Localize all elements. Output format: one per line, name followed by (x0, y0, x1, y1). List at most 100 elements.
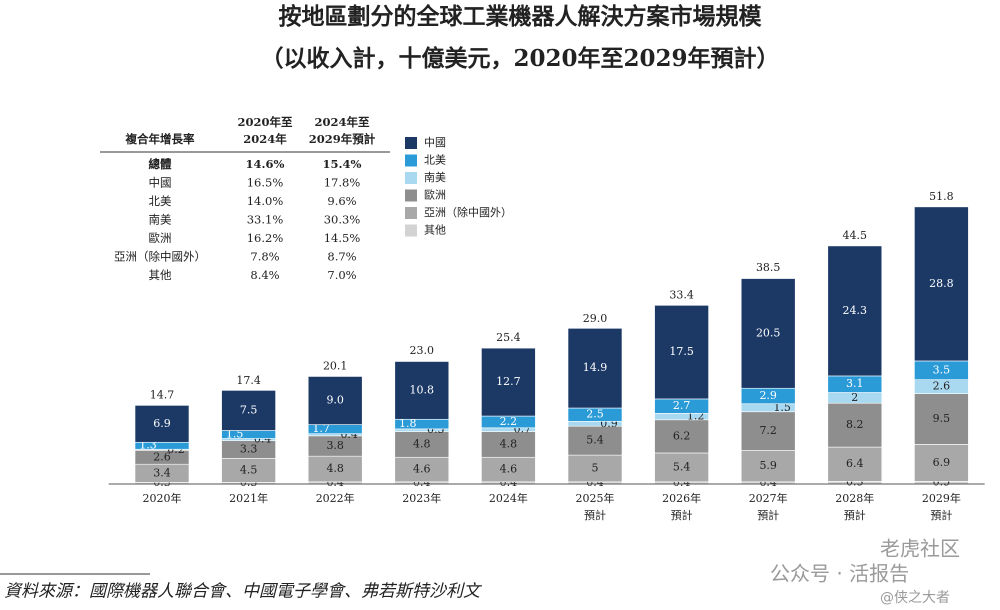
x-tick-note: 預計 (844, 508, 866, 522)
total-label: 23.0 (410, 344, 435, 357)
x-tick-label: 2020年 (143, 491, 182, 505)
legend-label: 北美 (424, 154, 446, 167)
data-label: 28.8 (929, 277, 954, 290)
table-cell: 14.5% (324, 231, 361, 245)
data-label: 17.5 (669, 345, 694, 358)
legend-swatch (405, 172, 417, 184)
bar-segment (221, 390, 276, 431)
data-label: 2.7 (673, 399, 691, 412)
data-label: 5.4 (586, 434, 604, 447)
table-cell: 30.3% (324, 213, 361, 227)
legend-label: 其他 (424, 224, 446, 237)
table-cell: 16.5% (247, 176, 284, 190)
legend-swatch (405, 189, 417, 202)
total-label: 25.4 (496, 331, 521, 344)
data-label: 6.9 (153, 417, 171, 430)
x-tick-label: 2024年 (489, 491, 528, 505)
data-label: 6.2 (673, 429, 691, 442)
data-label: 9.5 (933, 412, 951, 425)
table-header: 複合年增長率 (125, 132, 195, 146)
x-tick-label: 2028年 (835, 491, 874, 505)
data-label: 2 (851, 391, 858, 404)
table-cell: 南美 (149, 213, 172, 227)
total-label: 38.5 (756, 261, 781, 274)
bar-segment (827, 402, 883, 448)
x-tick-label: 2021年 (229, 491, 268, 505)
source: 資料來源：國際機器人聯合會、中國電子學會、弗若斯特沙利文 (4, 582, 483, 602)
table-cell: 7.8% (250, 250, 279, 264)
bar-segment (654, 419, 709, 454)
table-cell: 其他 (149, 268, 172, 282)
watermark: 公众号 · 活报告 (770, 562, 909, 586)
data-label: 14.9 (583, 361, 608, 374)
total-label: 33.4 (669, 288, 694, 301)
x-tick-label: 2023年 (402, 491, 441, 505)
table-cell: 14.0% (247, 194, 284, 208)
x-tick-label: 2027年 (749, 491, 788, 505)
data-label: 5.9 (759, 459, 777, 472)
x-tick-label: 2022年 (316, 491, 355, 505)
data-label: 4.8 (500, 437, 518, 450)
table-header: 2024年 (243, 132, 287, 146)
data-label: 4.8 (326, 462, 344, 475)
bar-segment (134, 405, 190, 443)
x-tick-label: 2029年 (922, 491, 961, 505)
bar-segment (307, 376, 363, 425)
data-label: 6.9 (933, 456, 951, 469)
data-label: 24.3 (843, 304, 868, 317)
table-cell: 16.2% (247, 231, 284, 245)
bar-segment (307, 455, 363, 483)
total-label: 20.1 (323, 359, 348, 372)
x-tick-note: 預計 (671, 508, 693, 522)
chart-title: 按地區劃分的全球工業機器人解決方案市場規模 (279, 3, 763, 30)
data-label: 4.8 (413, 437, 431, 450)
data-label: 3.1 (846, 377, 864, 390)
legend-label: 中國 (424, 136, 446, 149)
bar-segment (567, 328, 623, 409)
bar-segment (394, 361, 450, 420)
legend-swatch (405, 224, 417, 237)
total-label: 14.7 (150, 388, 175, 401)
table-cell: 14.6% (246, 157, 285, 171)
data-label: 3.8 (326, 439, 344, 452)
legend-label: 亞洲（除中國外） (424, 205, 512, 219)
data-label: 4.5 (240, 463, 258, 476)
data-label: 12.7 (496, 375, 521, 388)
data-label: 1.8 (399, 417, 417, 430)
data-label: 8.2 (846, 418, 864, 431)
legend-label: 南美 (424, 171, 446, 184)
table-cell: 33.1% (247, 213, 284, 227)
table-cell: 亞洲（除中國外） (114, 250, 206, 264)
table-header: 2029年預計 (309, 132, 376, 146)
bar-segment (481, 431, 536, 458)
table-header: 2020年至 (237, 115, 293, 129)
data-label: 6.4 (846, 457, 864, 470)
data-label: 2.5 (586, 408, 604, 421)
data-label: 5 (592, 461, 599, 474)
data-label: 7.2 (759, 424, 777, 437)
total-label: 29.0 (583, 312, 608, 325)
data-label: 20.5 (756, 326, 781, 339)
table-cell: 中國 (149, 176, 172, 190)
bar-segment (481, 456, 536, 483)
data-label: 1.7 (312, 422, 330, 435)
table-header: 2024年至 (314, 115, 370, 129)
legend-swatch (405, 207, 417, 219)
bar-segment (914, 206, 969, 362)
table-cell: 總體 (149, 157, 172, 171)
legend-label: 歐洲 (424, 188, 446, 202)
data-label: 3.3 (240, 442, 258, 455)
bar-segment (740, 278, 796, 389)
bar-segment (394, 456, 450, 483)
table-cell: 7.0% (327, 268, 356, 282)
bar-segment (394, 431, 450, 458)
bar-segment (914, 444, 969, 482)
total-label: 51.8 (929, 190, 954, 203)
table-cell: 15.4% (323, 157, 362, 171)
data-label: 5.4 (673, 460, 691, 473)
table-cell: 8.4% (250, 268, 279, 282)
bar-segment (740, 411, 796, 451)
bar-segment (221, 458, 276, 483)
watermark: 老虎社区 (880, 537, 960, 561)
bar-segment (740, 449, 796, 483)
